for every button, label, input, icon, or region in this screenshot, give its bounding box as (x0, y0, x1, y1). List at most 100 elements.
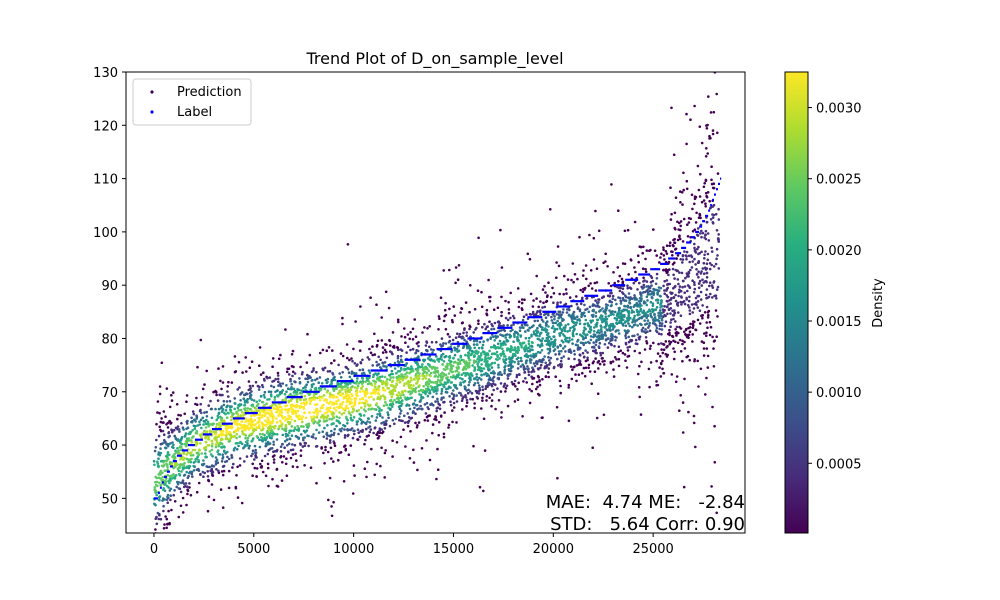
prediction-point (273, 407, 276, 411)
prediction-point (369, 403, 372, 407)
prediction-point (288, 429, 292, 433)
prediction-point (329, 446, 333, 450)
prediction-point (166, 523, 169, 526)
prediction-point (659, 375, 663, 378)
prediction-point (645, 295, 649, 299)
prediction-point (384, 384, 388, 387)
prediction-point (535, 311, 539, 314)
prediction-point (519, 326, 522, 330)
prediction-point (516, 349, 519, 353)
prediction-point (395, 397, 399, 400)
prediction-point (330, 429, 333, 433)
prediction-point (444, 327, 448, 331)
prediction-point (177, 515, 181, 519)
prediction-point (564, 288, 568, 291)
prediction-point (251, 384, 255, 388)
prediction-point (677, 291, 681, 294)
prediction-point (684, 333, 687, 336)
prediction-point (678, 235, 681, 238)
prediction-point (291, 374, 294, 378)
prediction-point (436, 397, 439, 401)
prediction-point (358, 349, 362, 352)
prediction-point (471, 397, 475, 401)
prediction-point (224, 409, 228, 412)
prediction-point (423, 375, 426, 379)
prediction-point (207, 478, 210, 482)
prediction-point (267, 484, 270, 488)
prediction-point (346, 383, 350, 386)
prediction-point (660, 317, 664, 321)
prediction-point (433, 388, 437, 391)
prediction-point (435, 477, 438, 481)
prediction-point (626, 284, 629, 288)
prediction-point (496, 354, 499, 357)
prediction-point (619, 286, 622, 290)
prediction-point (159, 451, 163, 455)
prediction-point (572, 329, 575, 333)
prediction-point (700, 284, 704, 287)
prediction-point (170, 477, 174, 480)
prediction-point (531, 305, 535, 308)
prediction-point (235, 432, 239, 436)
prediction-point (493, 339, 497, 342)
prediction-point (217, 367, 220, 370)
prediction-point (693, 202, 696, 206)
prediction-point (465, 340, 469, 344)
prediction-point (166, 465, 169, 469)
prediction-point (687, 254, 691, 258)
prediction-point (521, 342, 525, 345)
prediction-point (668, 342, 671, 346)
prediction-point (608, 309, 611, 312)
prediction-point (542, 301, 545, 305)
prediction-point (717, 218, 721, 221)
prediction-point (487, 367, 490, 371)
prediction-point (690, 303, 694, 306)
prediction-point (590, 382, 593, 386)
prediction-point (397, 320, 400, 324)
prediction-point (517, 362, 520, 366)
prediction-point (410, 416, 414, 420)
prediction-point (705, 147, 708, 150)
prediction-point (509, 291, 512, 295)
prediction-point (284, 404, 287, 408)
prediction-point (638, 364, 641, 368)
prediction-point (469, 325, 472, 329)
prediction-point (383, 427, 387, 430)
prediction-point (288, 431, 291, 435)
prediction-point (600, 357, 604, 360)
prediction-point (628, 302, 632, 305)
prediction-point (273, 395, 277, 399)
prediction-point (363, 467, 367, 471)
prediction-point (163, 523, 166, 526)
prediction-point (677, 282, 680, 286)
prediction-point (410, 365, 413, 368)
prediction-point (421, 377, 425, 381)
prediction-point (703, 266, 707, 270)
prediction-point (176, 425, 180, 428)
prediction-point (186, 426, 190, 430)
prediction-point (455, 347, 459, 351)
prediction-point (604, 252, 607, 256)
prediction-point (221, 432, 224, 436)
prediction-point (663, 292, 666, 296)
prediction-point (503, 355, 506, 358)
prediction-point (591, 349, 595, 353)
prediction-point (466, 391, 470, 395)
prediction-point (539, 366, 542, 370)
prediction-point (478, 386, 481, 390)
prediction-point (504, 387, 508, 390)
prediction-point (597, 367, 600, 370)
prediction-point (658, 309, 662, 312)
prediction-point (627, 312, 631, 315)
prediction-point (675, 334, 678, 337)
prediction-point (507, 311, 511, 315)
prediction-point (299, 398, 302, 402)
prediction-point (536, 343, 540, 347)
prediction-point (592, 341, 595, 344)
prediction-point (362, 408, 366, 411)
prediction-point (209, 399, 212, 403)
prediction-point (207, 435, 210, 439)
prediction-point (233, 407, 236, 411)
prediction-point (670, 318, 673, 322)
prediction-point (271, 380, 274, 383)
